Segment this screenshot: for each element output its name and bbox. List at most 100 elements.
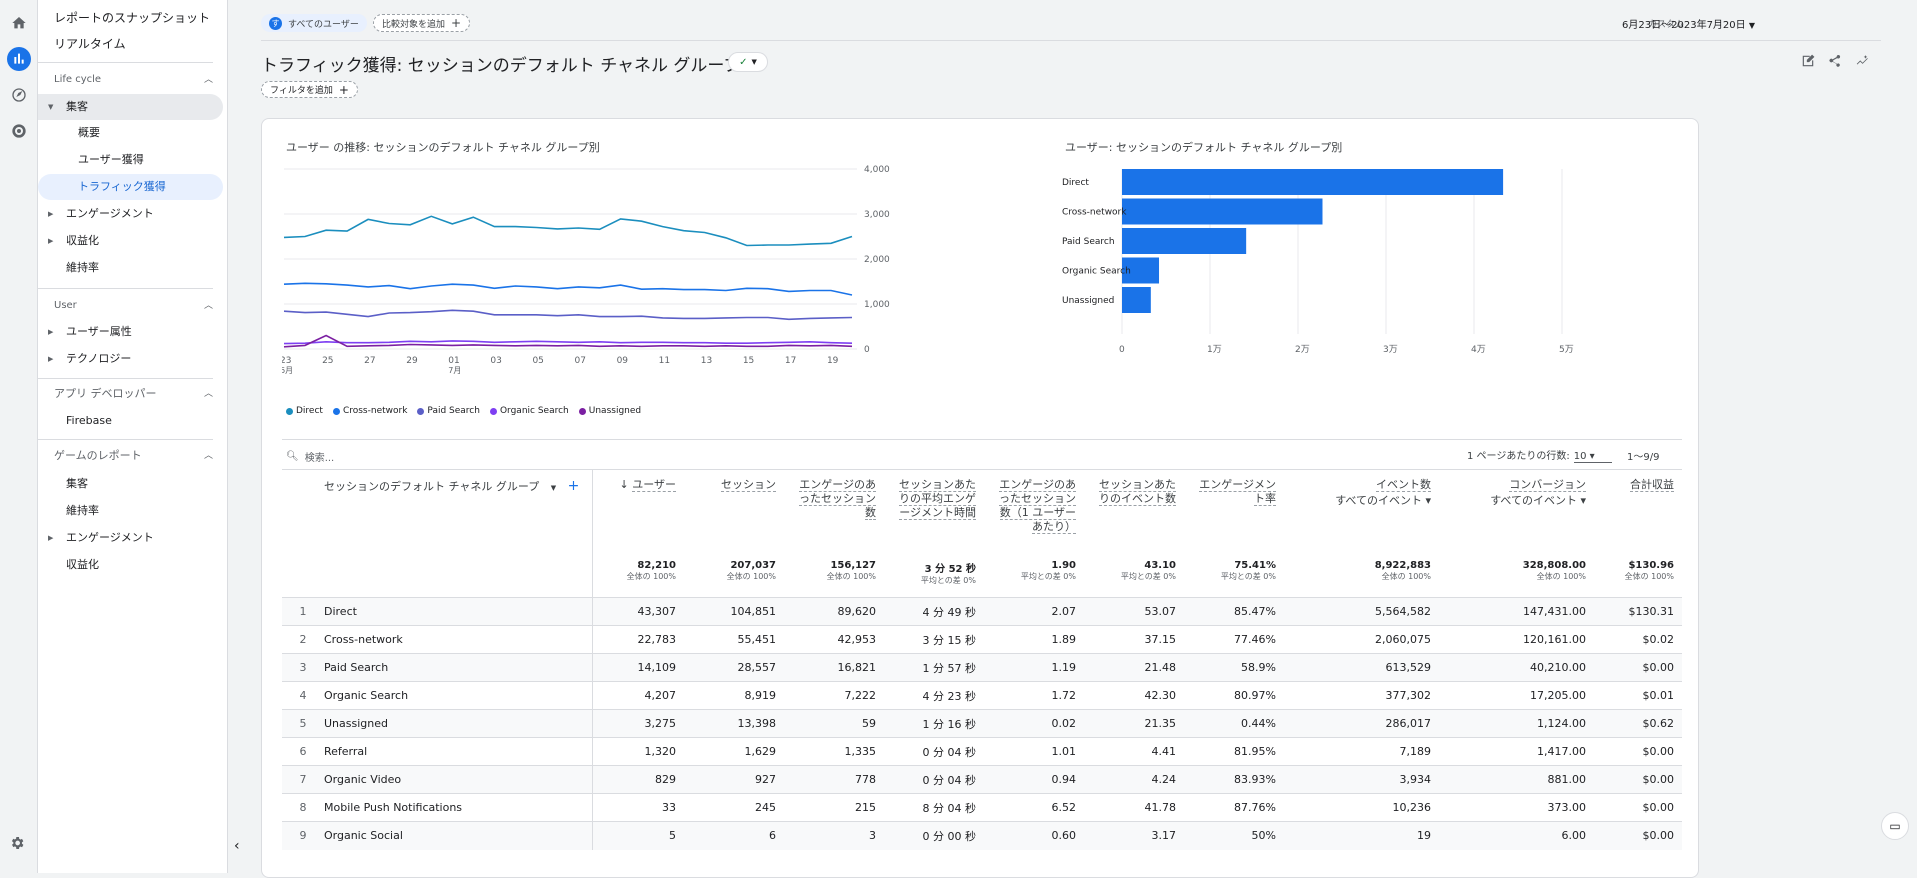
share-icon[interactable] — [1828, 53, 1842, 67]
rows-per-page[interactable]: 1 ページあたりの行数: 10 ▾ — [1467, 447, 1612, 463]
section-app-developer[interactable]: アプリ デベロッパー ︿ — [38, 381, 223, 407]
insights-icon[interactable] — [1855, 53, 1869, 67]
row-index: 9 — [299, 829, 307, 843]
chevron-up-icon: ︿ — [203, 389, 213, 399]
section-games[interactable]: ゲームのレポート ︿ — [38, 443, 223, 469]
metric-cell: 13,398 — [684, 709, 784, 738]
section-lifecycle[interactable]: Life cycle ︿ — [38, 67, 223, 93]
table-row[interactable]: 3 Paid Search 14,109 28,557 16,821 1 分 57 秒 1.… — [282, 653, 1682, 682]
gear-icon[interactable] — [9, 835, 27, 853]
column-header-sub[interactable]: すべてのイベント ▾ — [1335, 494, 1431, 507]
table-row[interactable]: 8 Mobile Push Notifications 33 245 215 8 分 04… — [282, 793, 1682, 822]
x-tick-label: 3万 — [1383, 345, 1398, 355]
table-row[interactable]: 6 Referral 1,320 1,629 1,335 0 分 04 秒 1.01 4.41… — [282, 737, 1682, 766]
total-share: 全体の 100% — [826, 571, 876, 581]
column-header[interactable]: 合計収益 — [1594, 469, 1682, 560]
sidebar-item-monetization[interactable]: ▶ 収益化 — [38, 228, 223, 254]
table-search[interactable]: 🔍︎ 検索... — [286, 449, 334, 464]
bar-chart: 0 1万 2万 3万 4万 5万 Direct Cross-network Paid Searc… — [1062, 169, 1574, 355]
home-icon[interactable] — [7, 11, 31, 35]
chip-label: フィルタを追加 — [270, 86, 333, 96]
section-user[interactable]: User ︿ — [38, 293, 223, 319]
sidebar-item-firebase[interactable]: Firebase — [66, 414, 112, 427]
table-row[interactable]: 4 Organic Search 4,207 8,919 7,222 4 分 23 秒 1.… — [282, 681, 1682, 710]
metric-cell: 6.52 — [984, 793, 1084, 822]
explore-icon[interactable] — [7, 83, 31, 107]
customize-report-icon[interactable] — [1801, 53, 1815, 67]
add-filter-button[interactable]: フィルタを追加 + — [261, 81, 358, 98]
table-row[interactable]: 2 Cross-network 22,783 55,451 42,953 3 分 15 秒… — [282, 625, 1682, 654]
table-row[interactable]: 9 Organic Social 5 6 3 0 分 00 秒 0.60 3.17 50% 19 6… — [282, 821, 1682, 850]
y-tick-label: 2,000 — [864, 255, 890, 265]
legend-item[interactable]: Organic Search — [489, 406, 569, 416]
sidebar-item-games-retention[interactable]: 維持率 — [66, 504, 99, 517]
add-dimension-icon[interactable]: + — [567, 478, 580, 494]
reports-icon[interactable] — [7, 47, 31, 71]
date-range-picker[interactable]: 6月23日～2023年7月20日 ▼ — [1622, 16, 1755, 31]
column-header[interactable]: エンゲージのあったセッション数（1 ユーザーあたり） — [984, 469, 1084, 560]
date-range-label: カスタム — [1647, 20, 1684, 30]
column-header-sub[interactable]: すべてのイベント ▾ — [1490, 494, 1586, 507]
sidebar-item-user-acquisition[interactable]: ユーザー獲得 — [78, 153, 144, 166]
row-index: 5 — [299, 717, 307, 730]
series-line — [283, 340, 853, 345]
legend-item[interactable]: Direct — [286, 406, 323, 416]
rows-per-page-select[interactable]: 10 ▾ — [1573, 451, 1612, 463]
sidebar-item-engagement[interactable]: ▶ エンゲージメント — [38, 201, 223, 227]
total-value: 82,210 — [637, 559, 676, 571]
total-value: 156,127 — [830, 559, 876, 571]
sidebar-item-traffic-acquisition[interactable]: トラフィック獲得 — [38, 174, 223, 200]
search-input[interactable]: 検索... — [304, 453, 335, 464]
metric-cell: 33 — [592, 793, 684, 822]
sidebar-item-demographics[interactable]: ▶ ユーザー属性 — [38, 319, 223, 345]
total-cell: $130.96 全体の 100% — [1594, 560, 1682, 598]
caret-down-icon: ▼ — [48, 103, 54, 111]
column-header-label: エンゲージのあったセッション数 — [799, 478, 876, 520]
dimension-header[interactable]: セッションのデフォルト チャネル グループ ▼ + — [282, 469, 593, 560]
section-title: ゲームのレポート — [54, 449, 142, 462]
sidebar-item-acquisition[interactable]: ▼ 集客 — [38, 94, 223, 120]
metric-cell: $0.00 — [1594, 653, 1682, 682]
total-value: 207,037 — [730, 559, 776, 571]
collapse-sidebar-icon[interactable]: ‹ — [234, 838, 240, 854]
legend-item[interactable]: Paid Search — [417, 406, 480, 416]
audience-chip[interactable]: すすべてのユーザー — [261, 14, 367, 32]
metric-cell: 613,529 — [1284, 653, 1439, 682]
legend-label: Unassigned — [588, 406, 642, 416]
column-header[interactable]: コンバージョン すべてのイベント ▾ — [1439, 469, 1594, 560]
legend-label: Direct — [296, 406, 323, 416]
total-cell: 3 分 52 秒平均との差 0% — [884, 560, 984, 598]
advertising-icon[interactable] — [7, 119, 31, 143]
column-header[interactable]: エンゲージメント率 — [1184, 469, 1284, 560]
sidebar-item-overview[interactable]: 概要 — [78, 126, 100, 139]
sidebar-item-technology[interactable]: ▶ テクノロジー — [38, 346, 223, 372]
x-tick-label: 4万 — [1471, 345, 1486, 355]
add-comparison-button[interactable]: 比較対象を追加 + — [373, 14, 471, 32]
legend-item[interactable]: Cross-network — [332, 406, 407, 416]
sidebar-item-realtime[interactable]: リアルタイム — [54, 37, 126, 51]
sidebar-item-games-acquisition[interactable]: 集客 — [66, 477, 88, 490]
column-header-label: エンゲージメント率 — [1199, 478, 1276, 506]
feedback-icon[interactable]: ▭ — [1881, 812, 1909, 840]
row-index: 7 — [299, 773, 307, 786]
status-badge[interactable]: ✓ ▼ — [728, 52, 768, 72]
sidebar-item-games-monetization[interactable]: 収益化 — [66, 558, 99, 571]
metric-cell: $130.31 — [1594, 597, 1682, 626]
y-tick-label: 1,000 — [864, 300, 890, 310]
sidebar-item-games-engagement[interactable]: ▶ エンゲージメント — [38, 525, 223, 551]
x-tick-label: 23 — [282, 356, 291, 366]
column-header[interactable]: セッションあたりの平均エンゲージメント時間 — [884, 469, 984, 560]
column-header[interactable]: エンゲージのあったセッション数 — [784, 469, 884, 560]
column-header[interactable]: セッション — [684, 469, 784, 560]
legend-item[interactable]: Unassigned — [578, 406, 642, 416]
column-header[interactable]: セッションあたりのイベント数 — [1084, 469, 1184, 560]
sidebar-item-snapshot[interactable]: レポートのスナップショット — [54, 11, 211, 25]
metric-cell: 7,222 — [784, 681, 884, 710]
table-row[interactable]: 7 Organic Video 829 927 778 0 分 04 秒 0.94 4.24 8… — [282, 765, 1682, 794]
metric-cell: 42.30 — [1084, 681, 1184, 710]
column-header[interactable]: ↓ ユーザー — [592, 469, 684, 560]
table-row[interactable]: 1 Direct 43,307 104,851 89,620 4 分 49 秒 2.07 53… — [282, 597, 1682, 626]
column-header[interactable]: イベント数 すべてのイベント ▾ — [1284, 469, 1439, 560]
sidebar-item-retention[interactable]: 維持率 — [66, 261, 99, 274]
table-row[interactable]: 5 Unassigned 3,275 13,398 59 1 分 16 秒 0.02 21.3… — [282, 709, 1682, 738]
